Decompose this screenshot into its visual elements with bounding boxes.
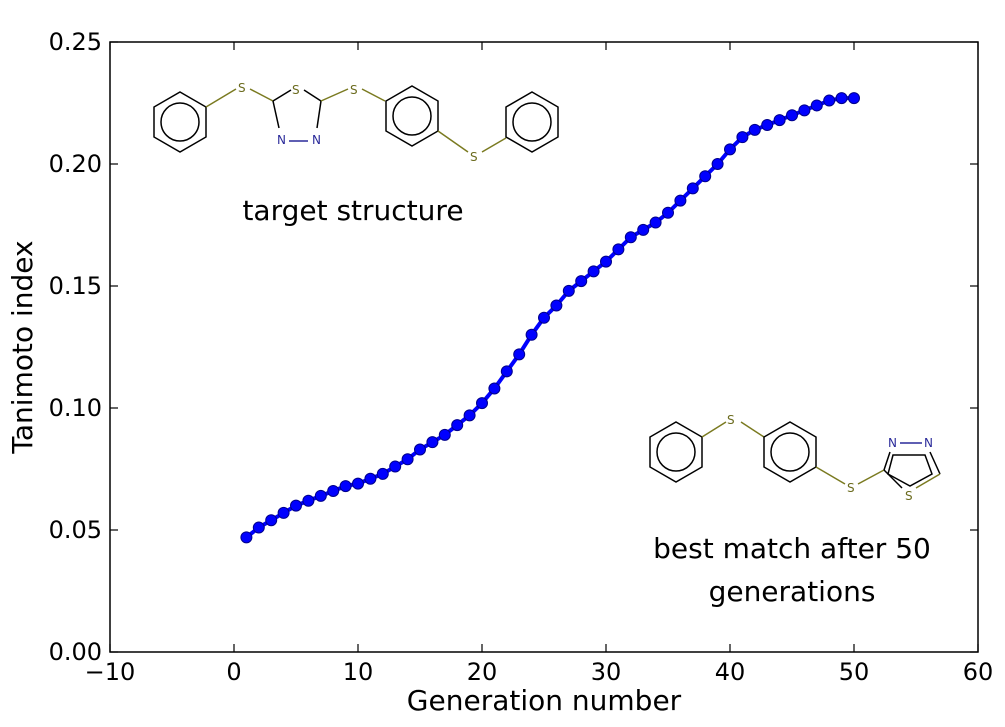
data-point [637, 223, 650, 236]
data-point [748, 123, 761, 136]
best-match-molecule: S S N N S [649, 413, 941, 503]
data-point [364, 472, 377, 485]
data-point [686, 182, 699, 195]
target-atom-s4: S [470, 150, 478, 164]
data-point [538, 311, 550, 324]
data-point [463, 409, 476, 422]
y-tick-label: 0.05 [49, 516, 102, 544]
y-tick-label: 0.25 [49, 28, 102, 56]
y-tick-label: 0.15 [49, 272, 102, 300]
data-point [438, 428, 451, 441]
y-tick-label: 0.00 [49, 638, 102, 666]
best-atom-n2: N [924, 436, 933, 450]
data-point [624, 231, 637, 244]
data-point [290, 499, 302, 512]
annotation-best-match: best match after 50 [653, 532, 931, 565]
data-point [810, 99, 823, 112]
data-point [662, 206, 674, 219]
x-axis-title: Generation number [407, 684, 682, 717]
x-tick-label: 50 [839, 658, 870, 686]
data-point [736, 131, 749, 144]
y-tick-label: 0.10 [49, 394, 102, 422]
target-atom-s1: S [238, 81, 246, 95]
data-point [674, 194, 687, 207]
series-line [245, 96, 854, 539]
data-point [587, 265, 600, 278]
data-point [786, 109, 798, 122]
best-atom-s1: S [727, 413, 735, 427]
annotation-generations: generations [709, 575, 876, 608]
data-point [277, 506, 290, 519]
data-point [835, 92, 848, 105]
data-point [823, 94, 836, 107]
y-axis-title: Tanimoto index [6, 240, 39, 454]
y-tick-label: 0.20 [49, 150, 102, 178]
data-point [612, 243, 625, 256]
data-point [699, 170, 712, 183]
target-atom-n2: N [312, 133, 321, 147]
data-point [339, 480, 352, 493]
series-tanimoto [240, 92, 860, 544]
data-point [476, 397, 488, 410]
data-point [798, 104, 811, 117]
target-atom-s2: S [292, 83, 300, 97]
x-tick-label: 60 [963, 658, 994, 686]
data-point [848, 92, 860, 105]
axis-ticks: −10 0 10 20 30 40 50 60 0.00 0.05 0.10 0.15 0.20 0.25 [49, 28, 994, 686]
best-atom-s3: S [905, 489, 913, 503]
data-point [240, 531, 253, 544]
x-tick-label: 10 [343, 658, 374, 686]
best-atom-s2: S [847, 481, 855, 495]
data-point [525, 328, 538, 341]
data-point [600, 255, 612, 268]
target-atom-s3: S [350, 83, 358, 97]
data-point [302, 494, 315, 507]
x-tick-label: 40 [715, 658, 746, 686]
data-point [265, 514, 278, 527]
x-tick-label: 20 [467, 658, 498, 686]
annotation-target-structure: target structure [242, 194, 463, 227]
x-tick-label: 30 [591, 658, 622, 686]
target-structure-molecule: S S N N S S [153, 81, 559, 164]
data-point [252, 521, 265, 534]
data-point [562, 284, 575, 297]
data-point [451, 419, 464, 432]
data-point [426, 436, 439, 449]
data-point [550, 299, 563, 312]
data-point [649, 216, 662, 229]
data-point [314, 489, 327, 502]
data-point [575, 275, 588, 288]
data-point [352, 477, 364, 490]
data-point [761, 118, 774, 131]
x-tick-label: −10 [85, 658, 136, 686]
data-point [376, 467, 389, 480]
data-point [724, 143, 736, 156]
data-point [401, 453, 414, 466]
data-point [773, 114, 786, 127]
data-point [414, 443, 426, 456]
target-atom-n1: N [277, 133, 286, 147]
data-point [500, 365, 513, 378]
data-point [711, 158, 724, 170]
data-point [389, 460, 402, 473]
plot-frame [109, 41, 979, 653]
data-point [488, 382, 501, 395]
data-point [513, 348, 526, 361]
data-point [327, 484, 340, 497]
x-tick-label: 0 [226, 658, 241, 686]
best-atom-n1: N [888, 436, 897, 450]
